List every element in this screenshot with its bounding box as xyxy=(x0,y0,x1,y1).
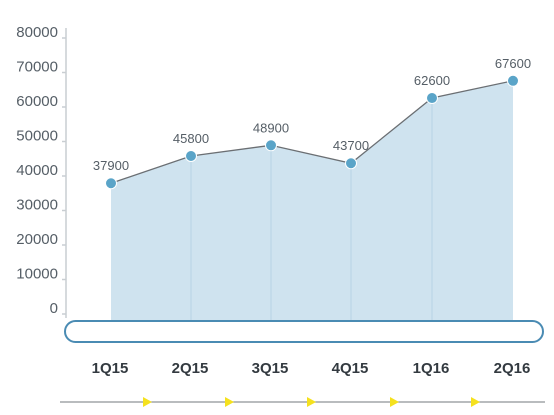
timeline-arrow-icon xyxy=(225,397,234,407)
timeline-arrow-icon xyxy=(390,397,399,407)
timeline-arrow-icon xyxy=(471,397,480,407)
series-line xyxy=(110,80,514,184)
x-tick-label: 1Q16 xyxy=(413,360,450,377)
y-tick-label: 60000 xyxy=(16,93,58,110)
timeline-arrow-icon xyxy=(143,397,152,407)
baseline-rounded-bar xyxy=(64,320,544,343)
data-label: 48900 xyxy=(253,120,289,135)
data-label: 45800 xyxy=(173,131,209,146)
baseline-bar xyxy=(64,320,544,343)
data-point xyxy=(507,74,519,87)
x-tick-label: 2Q16 xyxy=(494,360,531,377)
data-point xyxy=(265,139,277,152)
data-label: 62600 xyxy=(414,73,450,88)
x-tick-label: 2Q15 xyxy=(172,360,209,377)
x-tick-label: 4Q15 xyxy=(332,360,369,377)
timeline-arrow-icon xyxy=(307,397,316,407)
data-label: 43700 xyxy=(333,138,369,153)
area-fill-group xyxy=(111,80,513,322)
y-tick-label: 80000 xyxy=(16,24,58,41)
series-area xyxy=(111,80,513,322)
data-point xyxy=(426,92,438,105)
y-tick-label: 70000 xyxy=(16,59,58,76)
data-point xyxy=(105,177,117,190)
y-tick-label: 40000 xyxy=(16,162,58,179)
y-tick-label: 30000 xyxy=(16,197,58,214)
data-labels: 37900 45800 48900 43700 62600 67600 xyxy=(93,56,531,173)
x-axis: 1Q15 2Q15 3Q15 4Q15 1Q16 2Q16 xyxy=(92,360,531,377)
timeline xyxy=(60,397,545,407)
x-tick-label: 1Q15 xyxy=(92,360,129,377)
y-tick-label: 0 xyxy=(50,300,58,317)
series-line-group xyxy=(110,80,514,184)
y-tick-label: 10000 xyxy=(16,266,58,283)
x-tick-label: 3Q15 xyxy=(252,360,289,377)
y-tick-label: 50000 xyxy=(16,128,58,145)
data-point xyxy=(185,149,197,162)
data-markers xyxy=(105,74,519,190)
y-axis: 80000 70000 60000 50000 40000 30000 20000 10000… xyxy=(16,24,67,318)
data-point xyxy=(345,157,357,170)
y-tick-label: 20000 xyxy=(16,231,58,248)
data-label: 67600 xyxy=(495,56,531,71)
data-label: 37900 xyxy=(93,158,129,173)
